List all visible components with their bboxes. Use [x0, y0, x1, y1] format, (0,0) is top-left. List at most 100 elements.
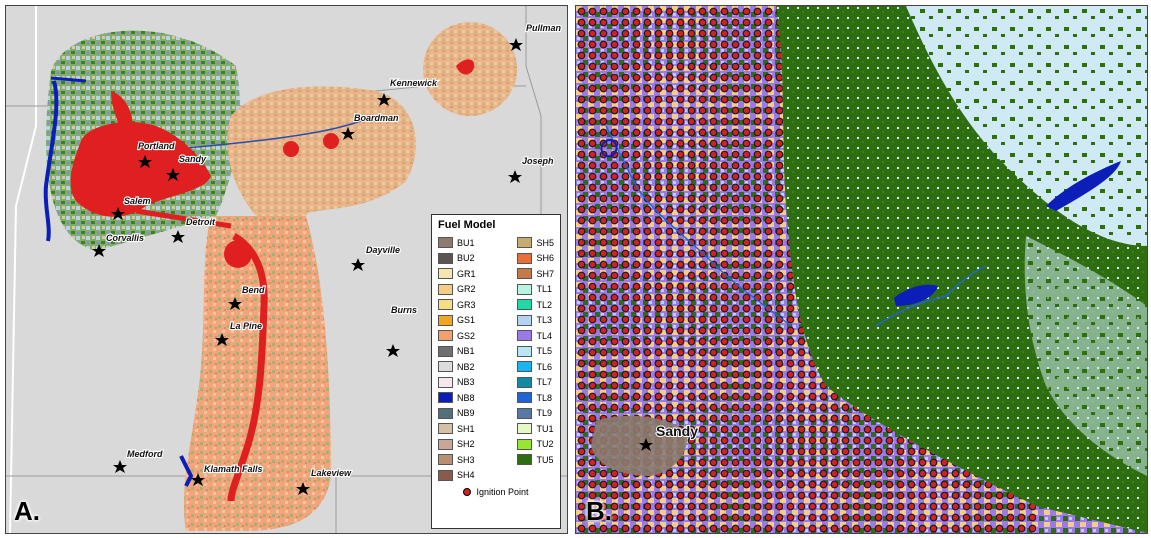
legend-swatch-nb2 [438, 361, 453, 372]
legend-label-gr1: GR1 [457, 269, 476, 279]
ignition-cluster-santiam [224, 240, 252, 268]
legend-item-tl7: TL7 [517, 375, 554, 391]
legend-label-sh7: SH7 [536, 269, 554, 279]
legend-label-sh2: SH2 [457, 439, 475, 449]
city-label-boardman: Boardman [354, 113, 399, 123]
legend-label-nb2: NB2 [457, 362, 475, 372]
legend-label-nb8: NB8 [457, 393, 475, 403]
legend-swatch-tl6 [517, 361, 532, 372]
panel-b-map-canvas: Sandy [576, 6, 1147, 533]
legend-item-sh3: SH3 [438, 452, 476, 468]
legend-swatch-gs2 [438, 330, 453, 341]
legend-item-nb8: NB8 [438, 390, 476, 406]
city-star-dayville [351, 258, 365, 271]
panel-b-letter: B. [586, 496, 612, 527]
panel-a-letter: A. [14, 496, 40, 527]
legend-item-sh5: SH5 [517, 235, 554, 251]
legend-swatch-tl8 [517, 392, 532, 403]
legend-item-tl4: TL4 [517, 328, 554, 344]
legend-item-gs1: GS1 [438, 313, 476, 329]
legend-swatch-tl4 [517, 330, 532, 341]
legend-item-gr3: GR3 [438, 297, 476, 313]
legend-swatch-bu1 [438, 237, 453, 248]
legend-swatch-nb3 [438, 377, 453, 388]
legend-item-nb3: NB3 [438, 375, 476, 391]
legend-label-nb9: NB9 [457, 408, 475, 418]
legend-item-sh6: SH6 [517, 251, 554, 267]
legend-swatch-tl5 [517, 346, 532, 357]
legend-item-nb2: NB2 [438, 359, 476, 375]
legend-label-tl1: TL1 [536, 284, 552, 294]
legend-label-sh3: SH3 [457, 455, 475, 465]
legend-item-sh1: SH1 [438, 421, 476, 437]
city-star-medford [113, 460, 127, 473]
legend-swatch-nb8 [438, 392, 453, 403]
legend-swatch-sh2 [438, 439, 453, 450]
legend-label-nb3: NB3 [457, 377, 475, 387]
legend-right-column: SH5 SH6 SH7 TL1 TL2 TL3 TL4 TL5 TL6 TL7 TL8 TL9 TU1 T… [517, 235, 554, 483]
coastline [10, 6, 36, 533]
legend-ignition-item: Ignition Point [438, 487, 554, 497]
legend-label-tl7: TL7 [536, 377, 552, 387]
legend-swatch-sh4 [438, 470, 453, 481]
legend-swatch-sh3 [438, 454, 453, 465]
legend-label-sh5: SH5 [536, 238, 554, 248]
legend-swatch-tu1 [517, 423, 532, 434]
legend-label-tl8: TL8 [536, 393, 552, 403]
legend-label-tl6: TL6 [536, 362, 552, 372]
legend-label-tu2: TU2 [536, 439, 553, 449]
legend-label-sh6: SH6 [536, 253, 554, 263]
legend-label-bu1: BU1 [457, 238, 475, 248]
legend-swatch-tl1 [517, 284, 532, 295]
legend-label-tl3: TL3 [536, 315, 552, 325]
city-star-burns [386, 344, 400, 357]
legend-swatch-nb1 [438, 346, 453, 357]
legend-label-sh1: SH1 [457, 424, 475, 434]
legend-item-nb1: NB1 [438, 344, 476, 360]
legend-ignition-label: Ignition Point [476, 487, 528, 497]
legend-label-tu5: TU5 [536, 455, 553, 465]
legend-item-nb9: NB9 [438, 406, 476, 422]
legend-swatch-sh5 [517, 237, 532, 248]
legend-swatch-gs1 [438, 315, 453, 326]
legend-item-tl5: TL5 [517, 344, 554, 360]
legend-swatch-tu2 [517, 439, 532, 450]
city-star-detroit [171, 230, 185, 243]
legend-label-bu2: BU2 [457, 253, 475, 263]
legend-item-gs2: GS2 [438, 328, 476, 344]
legend-item-bu1: BU1 [438, 235, 476, 251]
legend-title: Fuel Model [438, 219, 554, 231]
legend-swatch-tl7 [517, 377, 532, 388]
legend-swatch-gr2 [438, 284, 453, 295]
city-label-joseph: Joseph [522, 156, 554, 166]
legend-swatch-sh1 [438, 423, 453, 434]
legend-label-gr2: GR2 [457, 284, 476, 294]
city-label-detroit: Detroit [186, 217, 216, 227]
legend-swatch-tl3 [517, 315, 532, 326]
legend-item-tu1: TU1 [517, 421, 554, 437]
legend-item-tl8: TL8 [517, 390, 554, 406]
legend-label-nb1: NB1 [457, 346, 475, 356]
legend-label-gr3: GR3 [457, 300, 476, 310]
legend-item-tl3: TL3 [517, 313, 554, 329]
city-label-dayville: Dayville [366, 245, 400, 255]
panel-b-detail-map: Sandy B. [575, 5, 1148, 534]
legend-item-tl6: TL6 [517, 359, 554, 375]
legend-item-tl1: TL1 [517, 282, 554, 298]
legend-item-gr1: GR1 [438, 266, 476, 282]
legend-swatch-gr3 [438, 299, 453, 310]
city-label-klamath-falls: Klamath Falls [204, 464, 263, 474]
city-label-lakeview: Lakeview [311, 468, 352, 478]
legend-item-tl9: TL9 [517, 406, 554, 422]
ignition-cluster-columbia-1 [283, 141, 299, 157]
legend-item-tu2: TU2 [517, 437, 554, 453]
city-label-corvallis: Corvallis [106, 233, 144, 243]
legend-swatch-nb9 [438, 408, 453, 419]
legend-left-column: BU1 BU2 GR1 GR2 GR3 GS1 GS2 NB1 NB2 NB3 NB8 NB9 SH1 S… [438, 235, 476, 483]
city-label-kennewick: Kennewick [390, 78, 438, 88]
legend-swatch-tl2 [517, 299, 532, 310]
legend-item-tl2: TL2 [517, 297, 554, 313]
ignition-point-icon [463, 488, 471, 496]
legend-swatch-gr1 [438, 268, 453, 279]
